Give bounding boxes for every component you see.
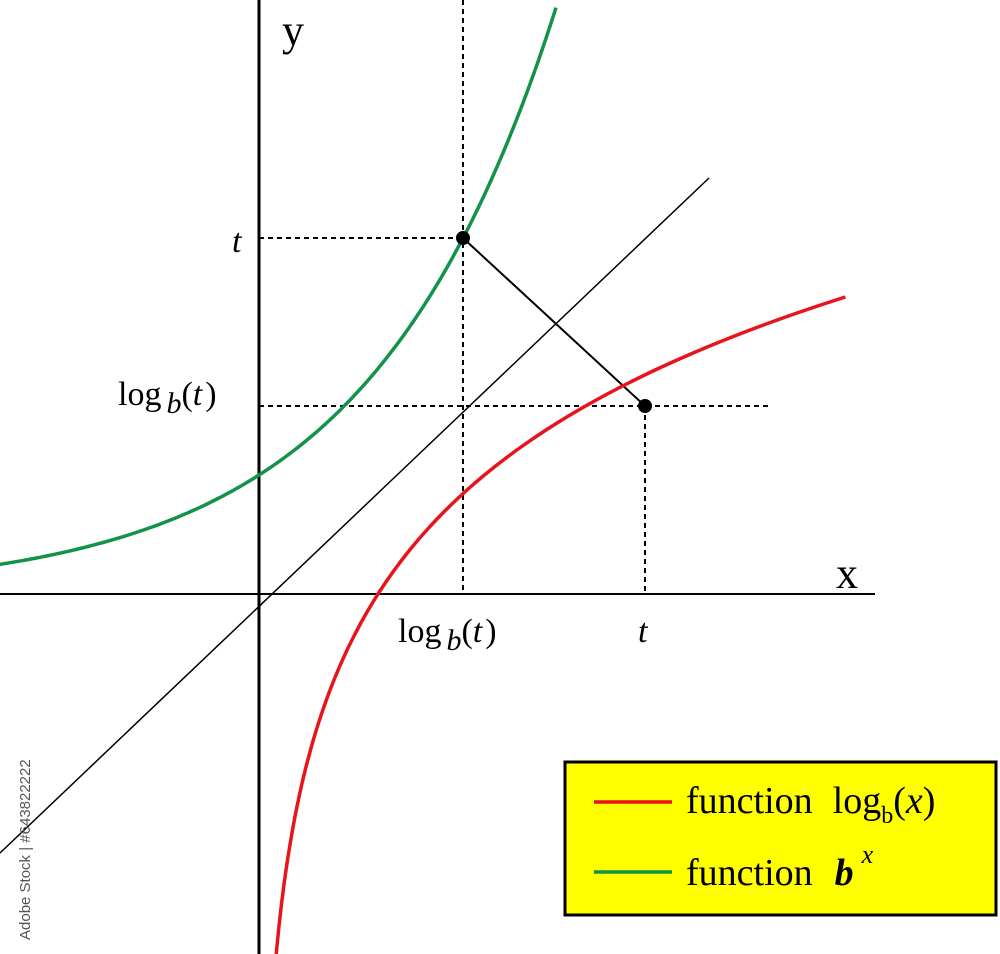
label-part: )	[485, 613, 496, 650]
identity-line	[0, 177, 710, 854]
label-part: (	[461, 613, 472, 650]
legend-expr: x	[861, 840, 874, 869]
x-label: t	[638, 613, 649, 650]
exp-curve	[0, 7, 558, 567]
label-part: log	[118, 376, 161, 413]
log-curve	[274, 295, 846, 954]
label-part: b	[166, 387, 181, 420]
legend-expr: log	[833, 780, 882, 822]
label-part: )	[205, 376, 216, 413]
legend: function logb(x) function b x	[563, 760, 998, 917]
point	[638, 399, 652, 413]
y-axis-label: y	[282, 6, 304, 55]
y-label: t	[232, 223, 243, 260]
legend-expr: b	[835, 852, 854, 894]
legend-expr: x	[905, 780, 923, 822]
guides	[259, 0, 772, 594]
label-part: (	[181, 376, 192, 413]
label-part: b	[446, 624, 461, 657]
legend-box	[563, 760, 998, 917]
legend-expr: )	[923, 780, 936, 822]
y-label: log b(t)	[118, 376, 217, 420]
label-part: t	[232, 223, 243, 260]
label-part: t	[473, 613, 484, 650]
reflection-chord	[462, 237, 646, 407]
x-axis-label: x	[836, 549, 858, 598]
label-part: log	[398, 613, 441, 650]
point	[456, 231, 470, 245]
watermark: Adobe Stock | #643822222	[17, 759, 34, 940]
legend-text: function b x	[686, 840, 874, 894]
x-label: log b(t)	[398, 613, 497, 657]
legend-expr: (	[893, 780, 906, 822]
legend-expr: b	[881, 803, 893, 829]
label-part: t	[193, 376, 204, 413]
legend-text: function logb(x)	[686, 780, 935, 829]
legend-label: function	[686, 780, 813, 822]
legend-label: function	[686, 852, 813, 894]
label-part: t	[638, 613, 649, 650]
